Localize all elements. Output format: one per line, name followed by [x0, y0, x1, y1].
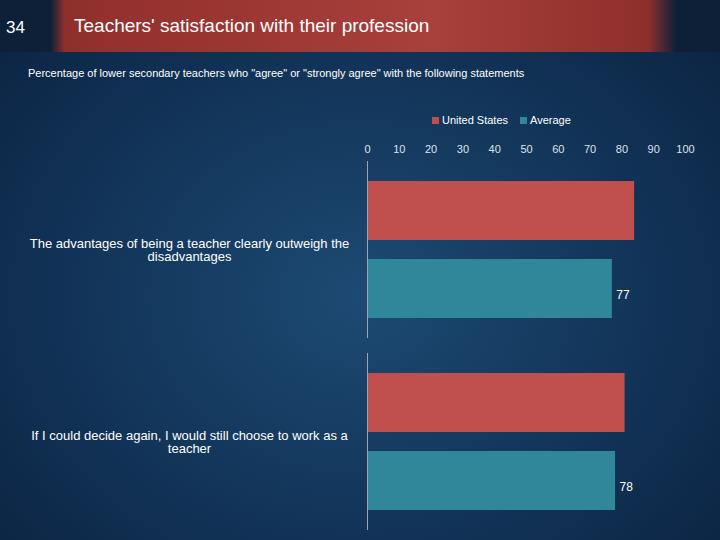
svg-text:60: 60	[552, 143, 564, 155]
html-text:Percentage of lower secondary: Percentage of lower secondary teachers w…	[28, 67, 525, 79]
svg-text:10: 10	[393, 143, 405, 155]
svg-text:77: 77	[616, 288, 630, 302]
svg-text:70: 70	[584, 143, 596, 155]
svg-text:30: 30	[457, 143, 469, 155]
svg-text:100: 100	[676, 143, 694, 155]
svg-text:If I could decide again, I wou: If I could decide again, I would still c…	[31, 428, 348, 456]
svg-text:20: 20	[425, 143, 437, 155]
svg-text:90: 90	[648, 143, 660, 155]
html-text:Teachers' satisfaction with th: Teachers' satisfaction with their profes…	[74, 15, 430, 36]
svg-text:40: 40	[489, 143, 501, 155]
html-text:Average: Average	[530, 114, 571, 126]
svg-text:50: 50	[520, 143, 532, 155]
svg-text:The advantages of being a teac: The advantages of being a teacher clearl…	[30, 236, 349, 264]
svg-text:80: 80	[616, 143, 628, 155]
html-text:34: 34	[6, 18, 25, 37]
svg-text:78: 78	[620, 480, 634, 494]
html-text:United States: United States	[442, 114, 508, 126]
svg-text:0: 0	[364, 143, 370, 155]
